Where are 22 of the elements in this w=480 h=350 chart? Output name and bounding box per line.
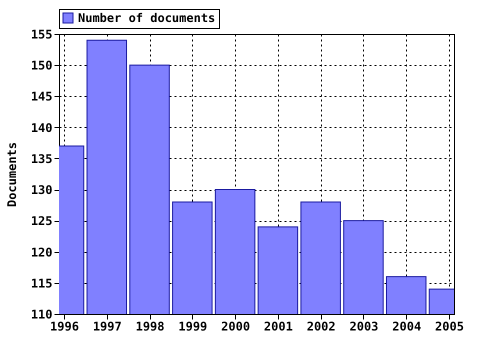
x-tick-label: 2001: [264, 320, 293, 334]
x-tick-label: 2003: [349, 320, 378, 334]
y-tick-label: 125: [30, 214, 52, 228]
y-tick-label: 155: [30, 28, 52, 42]
x-tick-label: 1996: [50, 320, 79, 334]
x-tick-label: 2002: [306, 320, 336, 334]
x-tick-label: 1999: [178, 320, 208, 334]
x-tick-label: 2005: [435, 320, 464, 334]
y-axis-title: Documents: [4, 142, 19, 208]
x-tick-label: 1997: [92, 320, 122, 334]
x-tick-label: 2000: [221, 320, 250, 334]
x-tick-label: 1998: [136, 320, 165, 334]
y-tick-label: 145: [30, 90, 52, 104]
y-tick-label: 110: [30, 308, 52, 322]
x-tick-label: 2004: [392, 320, 422, 334]
y-tick-label: 120: [30, 245, 52, 260]
y-tick-label: 135: [30, 152, 52, 166]
y-tick-label: 130: [30, 183, 52, 198]
y-tick-label: 150: [30, 58, 52, 73]
y-tick-label: 140: [30, 120, 52, 135]
legend-label: Number of documents: [78, 11, 216, 25]
y-tick-label: 115: [30, 276, 52, 290]
